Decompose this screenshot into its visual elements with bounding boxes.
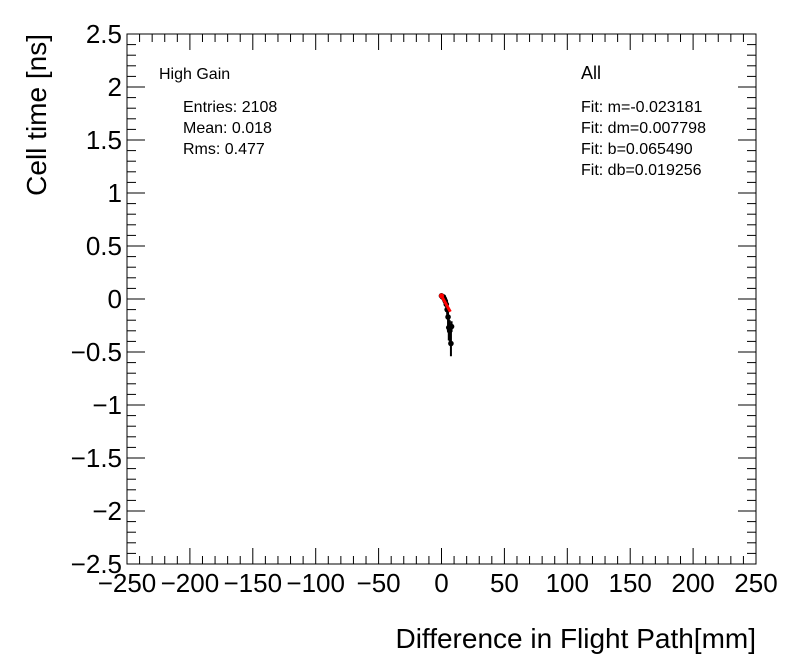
data-point [448, 340, 454, 347]
fit-line-b: Fit: b=0.065490 [581, 141, 693, 158]
y-tick-label: −2 [92, 496, 122, 526]
fit-line-m: Fit: m=-0.023181 [581, 99, 703, 116]
y-tick-label: −1.5 [71, 443, 122, 473]
fit-line-db: Fit: db=0.019256 [581, 162, 702, 179]
x-tick-label: 50 [490, 568, 519, 598]
stats-entries: Entries: 2108 [183, 99, 277, 116]
x-tick-label: 250 [734, 568, 777, 598]
data-point [448, 323, 455, 330]
y-axis-title: Cell time [ns] [21, 34, 52, 196]
data-points [438, 293, 455, 357]
y-tick-label: 1.5 [86, 125, 122, 155]
y-tick-label: −2.5 [71, 549, 122, 579]
y-tick-label: 1 [108, 178, 122, 208]
x-tick-label: −50 [357, 568, 401, 598]
y-tick-label: 0.5 [86, 231, 122, 261]
x-tick-label: 0 [434, 568, 448, 598]
fit-line [440, 295, 452, 313]
x-tick-label: −250 [98, 568, 157, 598]
y-tick-label: 2 [108, 72, 122, 102]
fit-line-dm: Fit: dm=0.007798 [581, 120, 706, 137]
x-tick-label: 100 [546, 568, 589, 598]
x-tick-labels: −250 −200 −150 −100 −50 0 50 100 150 200 250 [98, 568, 778, 598]
fit-title: All [581, 63, 601, 83]
fit-line-start-point [439, 293, 444, 299]
y-tick-label: −0.5 [71, 337, 122, 367]
y-tick-label: −1 [92, 390, 122, 420]
x-axis-title: Difference in Flight Path[mm] [395, 623, 756, 654]
axis-ticks [126, 33, 757, 565]
x-tick-label: −100 [286, 568, 345, 598]
stats-title: High Gain [159, 66, 230, 83]
x-tick-label: −200 [161, 568, 220, 598]
x-tick-label: 200 [671, 568, 714, 598]
y-tick-label: 2.5 [86, 19, 122, 49]
stats-rms: Rms: 0.477 [183, 141, 265, 158]
stats-mean: Mean: 0.018 [183, 120, 272, 137]
x-tick-label: −150 [224, 568, 283, 598]
x-tick-label: 150 [609, 568, 652, 598]
y-tick-labels: 2.5 2 1.5 1 0.5 0 −0.5 −1 −1.5 −2 −2.5 [71, 19, 122, 579]
y-tick-label: 0 [108, 284, 122, 314]
